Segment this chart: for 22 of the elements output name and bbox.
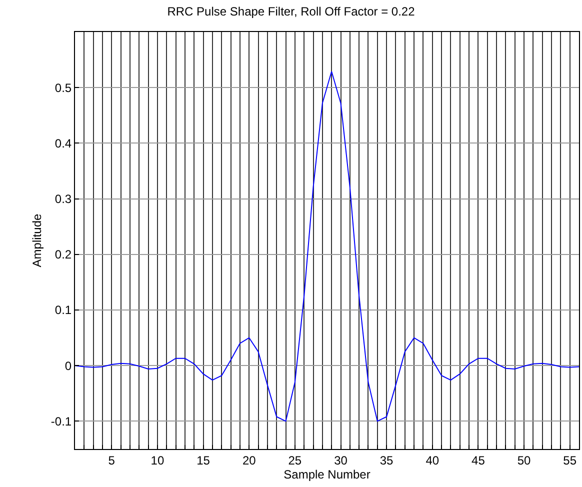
- y-axis-title: Amplitude: [30, 214, 44, 268]
- x-tick-label: 10: [150, 453, 164, 468]
- x-tick-label: 40: [426, 453, 440, 468]
- y-tick-label: 0.2: [54, 248, 72, 262]
- x-tick-label: 20: [242, 453, 256, 468]
- x-tick-label: 15: [196, 453, 210, 468]
- x-tick-label: 55: [563, 453, 577, 468]
- x-tick-label: 5: [108, 453, 116, 468]
- line-series: [75, 70, 579, 422]
- y-tick-label: 0.1: [54, 303, 72, 318]
- chart-title: RRC Pulse Shape Filter, Roll Off Factor = 0.22: [167, 4, 416, 19]
- x-axis-title: Sample Number: [284, 467, 370, 482]
- y-tick-label: -0.1: [50, 414, 72, 428]
- x-tick-label: 45: [472, 453, 486, 468]
- x-tick-label: 30: [334, 453, 348, 468]
- y-tick-label: 0: [64, 358, 72, 373]
- x-tick-label: 35: [380, 453, 394, 468]
- y-tick-label: 0.4: [54, 136, 72, 150]
- y-tick-label: 0.5: [54, 80, 72, 95]
- x-tick-label: 25: [288, 453, 302, 468]
- x-tick-label: 50: [517, 453, 532, 468]
- y-tick-label: 0.3: [54, 192, 72, 206]
